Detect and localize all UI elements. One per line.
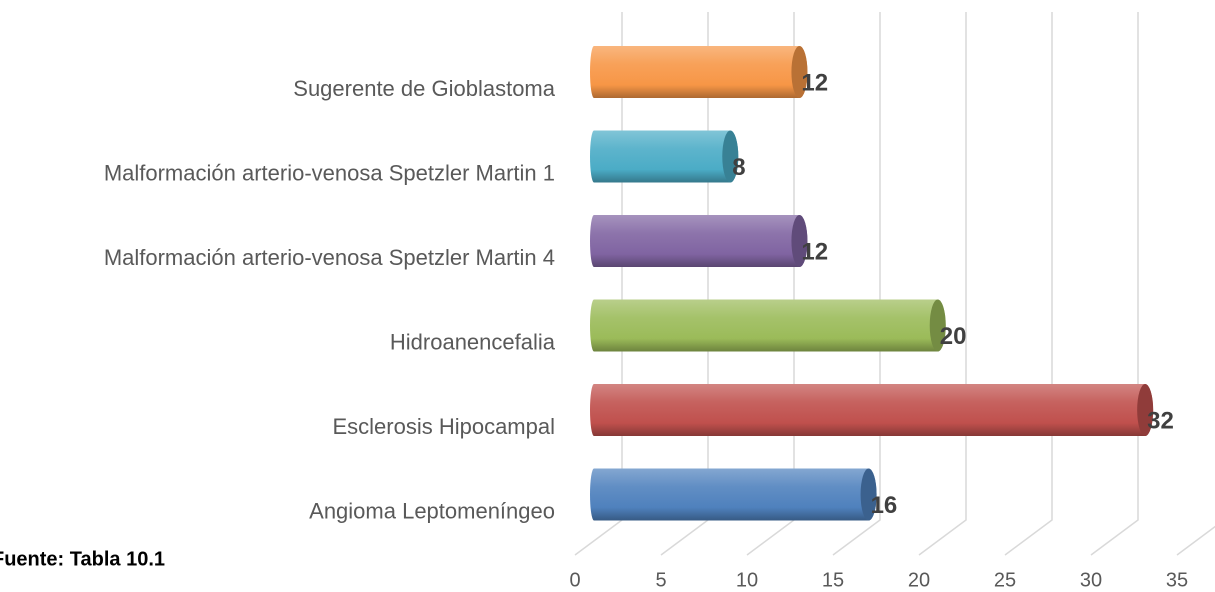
grid-line: [1176, 525, 1215, 556]
value-label: 20: [940, 323, 967, 350]
x-tick-label: 15: [822, 569, 844, 591]
x-tick-label: 20: [908, 569, 930, 591]
footnote: Fuente: Tabla 10.1: [0, 548, 165, 570]
category-label: Sugerente de Gioblastoma: [293, 76, 555, 101]
x-tick-label: 30: [1080, 569, 1102, 591]
bar: [590, 215, 808, 267]
bar: [590, 130, 739, 183]
category-label: Malformación arterio-venosa Spetzler Mar…: [104, 160, 555, 185]
x-tick-label: 5: [655, 569, 666, 591]
grid-line: [1004, 12, 1053, 556]
value-label: 16: [871, 492, 898, 519]
x-tick-label: 35: [1166, 569, 1188, 591]
value-label: 8: [732, 154, 745, 181]
x-tick-label: 0: [569, 569, 580, 591]
bar: [590, 468, 877, 521]
bar-cap: [791, 215, 808, 267]
grid-line: [918, 12, 967, 556]
bar-cap: [1137, 384, 1154, 436]
category-label: Hidroanencefalia: [390, 329, 556, 354]
x-tick-label: 25: [994, 569, 1016, 591]
category-label: Esclerosis Hipocampal: [332, 414, 555, 439]
bar: [590, 299, 946, 352]
value-label: 32: [1147, 407, 1174, 434]
value-label: 12: [801, 69, 828, 96]
grid-line: [832, 12, 881, 556]
category-label: Malformación arterio-venosa Spetzler Mar…: [104, 245, 555, 270]
x-tick-label: 10: [736, 569, 758, 591]
bar-cap: [860, 468, 877, 521]
bar-cap: [791, 46, 808, 98]
bar: [590, 46, 808, 98]
grid-line: [1090, 12, 1139, 556]
bar-cap: [722, 130, 739, 183]
value-label: 12: [801, 238, 828, 265]
bar: [590, 384, 1154, 436]
category-label: Angioma Leptomeníngeo: [309, 498, 555, 523]
bar-cap: [929, 299, 946, 352]
